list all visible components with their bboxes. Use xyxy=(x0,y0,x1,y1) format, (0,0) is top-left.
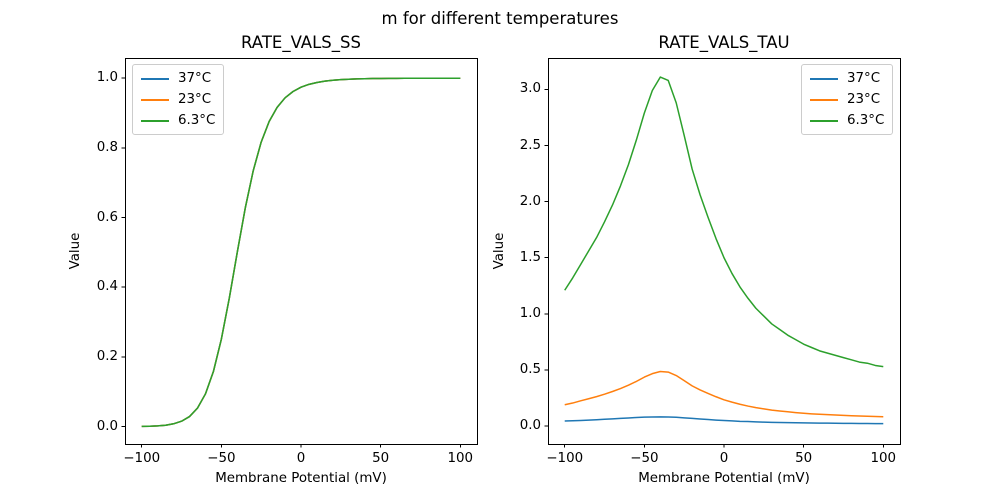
y-tick-label: 0.2 xyxy=(96,348,118,364)
y-tick-label: 2.0 xyxy=(519,193,541,209)
legend-item-label: 23°C xyxy=(847,91,881,107)
figure-suptitle: m for different temperatures xyxy=(381,9,619,28)
legend-item-label: 37°C xyxy=(847,70,881,86)
x-tick-label: −50 xyxy=(207,451,236,466)
legend-0: 37°C 23°C 6.3°C xyxy=(132,64,225,135)
legend-item: 6.3°C xyxy=(141,110,215,131)
legend-item: 23°C xyxy=(141,89,215,110)
y-tick-label: 0.0 xyxy=(519,418,541,434)
legend-line-swatch-green xyxy=(141,119,169,122)
y-tick-label: 1.5 xyxy=(519,249,541,265)
x-tick-label: −50 xyxy=(630,451,659,466)
series-line-23C xyxy=(564,370,884,418)
y-tick-label: 0.0 xyxy=(96,418,118,434)
legend-item: 37°C xyxy=(141,68,215,89)
y-tick-label: 0.4 xyxy=(96,279,118,295)
subplot-ss-title: RATE_VALS_SS xyxy=(241,33,361,52)
subplot-tau-title: RATE_VALS_TAU xyxy=(658,33,790,52)
y-tick-label: 1.0 xyxy=(519,305,541,321)
legend-item: 6.3°C xyxy=(810,110,884,131)
legend-line-swatch-orange xyxy=(810,98,838,101)
legend-line-swatch-green xyxy=(810,119,838,122)
y-tick-label: 2.5 xyxy=(519,137,541,153)
legend-line-swatch-orange xyxy=(141,98,169,101)
y-tick-label: 0.8 xyxy=(96,139,118,155)
x-tick-label: 50 xyxy=(795,451,813,466)
subplot-ss-ylabel: Value xyxy=(68,232,83,270)
x-tick-label: −100 xyxy=(546,451,584,466)
legend-item-label: 37°C xyxy=(178,70,212,86)
x-tick-label: −100 xyxy=(123,451,161,466)
x-tick-label: 0 xyxy=(719,451,729,466)
x-tick-label: 0 xyxy=(296,451,306,466)
legend-item: 23°C xyxy=(810,89,884,110)
x-tick-label: 50 xyxy=(372,451,390,466)
legend-item-label: 6.3°C xyxy=(847,112,885,128)
legend-item: 37°C xyxy=(810,68,884,89)
y-tick-label: 1.0 xyxy=(96,70,118,86)
legend-line-swatch-blue xyxy=(810,77,838,80)
legend-item-label: 23°C xyxy=(178,91,212,107)
legend-item-label: 6.3°C xyxy=(178,112,216,128)
series-line-37C xyxy=(564,416,884,425)
legend-1: 37°C 23°C 6.3°C xyxy=(801,64,894,135)
y-tick-label: 3.0 xyxy=(519,81,541,97)
x-tick-label: 100 xyxy=(447,451,474,466)
x-tick-label: 100 xyxy=(870,451,897,466)
y-tick-label: 0.5 xyxy=(519,361,541,377)
y-tick-label: 0.6 xyxy=(96,209,118,225)
subplot-tau-xlabel: Membrane Potential (mV) xyxy=(638,471,810,486)
subplot-ss-xlabel: Membrane Potential (mV) xyxy=(215,471,387,486)
legend-line-swatch-blue xyxy=(141,77,169,80)
